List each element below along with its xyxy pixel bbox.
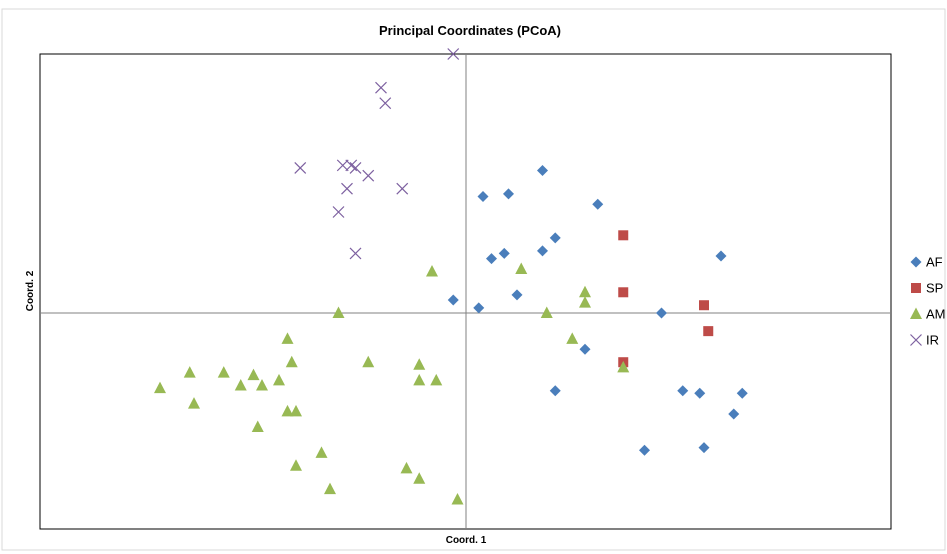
chart-title: Principal Coordinates (PCoA) bbox=[379, 23, 561, 38]
data-point-af bbox=[503, 188, 514, 200]
data-point-am bbox=[285, 355, 298, 368]
data-point-af bbox=[486, 253, 497, 265]
data-point-am bbox=[515, 262, 528, 274]
legend-label-am: AM bbox=[926, 307, 946, 322]
data-point-ir bbox=[341, 182, 353, 195]
data-point-am bbox=[290, 459, 302, 471]
data-point-am bbox=[413, 373, 426, 386]
data-point-am bbox=[247, 368, 260, 381]
data-point-af bbox=[677, 385, 689, 397]
legend-label-sp: SP bbox=[926, 281, 943, 296]
data-point-sp bbox=[703, 326, 714, 337]
data-point-am bbox=[154, 381, 166, 394]
chart-area-border bbox=[1, 8, 946, 551]
legend-marker-af bbox=[910, 256, 922, 268]
data-point-am bbox=[234, 379, 247, 391]
data-point-af bbox=[656, 307, 667, 319]
data-point-ir bbox=[362, 169, 375, 182]
data-point-am bbox=[566, 332, 579, 344]
data-point-af bbox=[498, 247, 510, 259]
data-point-am bbox=[324, 482, 336, 495]
data-point-am bbox=[273, 373, 285, 386]
data-point-af bbox=[694, 387, 706, 399]
data-point-am bbox=[362, 355, 375, 368]
data-point-af bbox=[728, 408, 740, 420]
data-point-sp bbox=[618, 230, 629, 241]
data-point-am bbox=[188, 397, 200, 409]
data-point-am bbox=[281, 332, 294, 344]
data-point-am bbox=[540, 306, 553, 318]
data-point-af bbox=[537, 165, 548, 177]
legend-label-af: AF bbox=[926, 255, 943, 270]
data-point-am bbox=[430, 373, 443, 386]
legend-item-ir: IR bbox=[910, 333, 939, 348]
legend-item-am: AM bbox=[910, 307, 946, 322]
series-af bbox=[447, 165, 748, 456]
data-point-am bbox=[413, 358, 426, 370]
data-point-af bbox=[579, 343, 591, 355]
data-point-af bbox=[511, 289, 523, 301]
data-point-af bbox=[736, 387, 748, 399]
data-point-af bbox=[592, 198, 604, 210]
data-point-sp bbox=[699, 300, 709, 311]
data-point-ir bbox=[396, 182, 409, 195]
legend-label-ir: IR bbox=[926, 333, 939, 348]
data-point-ir bbox=[375, 81, 387, 94]
data-point-am bbox=[617, 360, 630, 373]
legend-marker-ir bbox=[910, 334, 922, 346]
data-point-af bbox=[447, 294, 459, 306]
data-point-af bbox=[549, 385, 561, 397]
data-point-am bbox=[290, 404, 302, 417]
data-point-am bbox=[251, 420, 264, 432]
data-point-ir bbox=[447, 48, 460, 60]
data-point-am bbox=[217, 366, 230, 378]
data-point-af bbox=[473, 302, 485, 314]
data-point-am bbox=[451, 492, 464, 505]
data-point-ir bbox=[336, 159, 349, 172]
series-am bbox=[154, 262, 630, 505]
data-point-af bbox=[537, 245, 548, 257]
data-point-am bbox=[413, 472, 426, 484]
data-point-sp bbox=[618, 287, 629, 298]
data-point-af bbox=[698, 442, 710, 454]
series-ir bbox=[294, 48, 460, 260]
legend: AF SP AM IR bbox=[910, 255, 946, 348]
data-point-am bbox=[400, 461, 413, 474]
data-point-am bbox=[281, 404, 294, 417]
legend-item-af: AF bbox=[910, 255, 943, 270]
legend-marker-am bbox=[910, 307, 922, 319]
data-point-af bbox=[477, 190, 489, 202]
data-point-am bbox=[183, 366, 196, 378]
y-axis-label: Coord. 2 bbox=[25, 270, 36, 311]
data-point-am bbox=[256, 379, 268, 391]
legend-marker-sp bbox=[911, 283, 921, 293]
data-point-am bbox=[332, 306, 345, 318]
legend-item-sp: SP bbox=[911, 281, 943, 296]
data-point-ir bbox=[349, 247, 362, 260]
x-axis-label: Coord. 1 bbox=[446, 535, 487, 546]
data-point-am bbox=[579, 296, 591, 308]
data-point-ir bbox=[349, 162, 362, 174]
data-point-am bbox=[315, 446, 328, 458]
data-point-ir bbox=[379, 97, 392, 110]
data-points bbox=[154, 48, 748, 505]
data-point-af bbox=[715, 250, 727, 262]
data-point-af bbox=[639, 444, 650, 456]
data-point-am bbox=[579, 285, 591, 298]
data-point-af bbox=[549, 232, 561, 244]
data-point-ir bbox=[332, 206, 345, 218]
data-point-ir bbox=[294, 162, 307, 174]
data-point-am bbox=[426, 265, 438, 277]
